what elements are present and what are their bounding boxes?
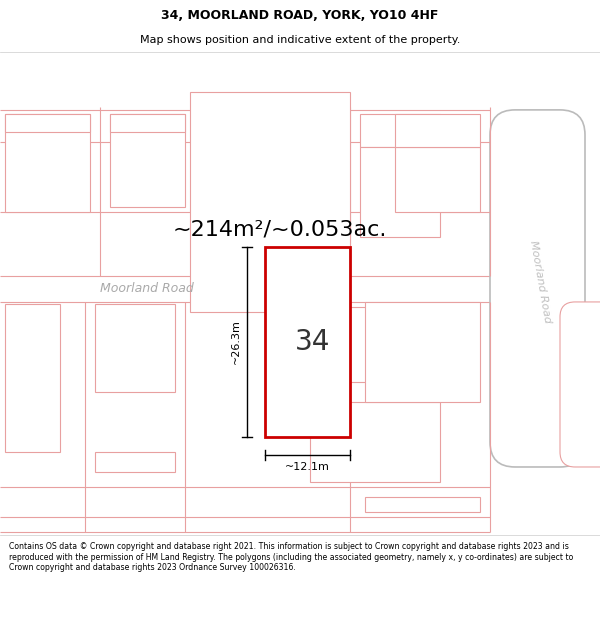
Bar [110,114,185,207]
Bar [395,114,480,147]
Text: 34, MOORLAND ROAD, YORK, YO10 4HF: 34, MOORLAND ROAD, YORK, YO10 4HF [161,9,439,22]
Text: Moorland Road: Moorland Road [100,282,194,296]
Bar [310,402,440,482]
Bar [265,247,350,437]
Text: 34: 34 [295,328,330,356]
Text: ~12.1m: ~12.1m [285,462,330,472]
Bar [5,304,60,452]
Bar [360,147,440,237]
Bar [360,114,440,147]
Bar [310,307,440,382]
Bar [225,114,305,147]
Bar [5,114,90,212]
Bar [225,147,305,212]
Bar [365,497,480,512]
FancyBboxPatch shape [560,302,600,467]
Text: Map shows position and indicative extent of the property.: Map shows position and indicative extent… [140,36,460,46]
FancyBboxPatch shape [490,110,585,467]
Bar [0,276,490,302]
Bar [110,114,185,132]
Bar [5,114,90,132]
Text: ~26.3m: ~26.3m [231,319,241,364]
Text: Moorland: Moorland [269,280,321,290]
Bar [95,452,175,472]
Text: Moorland Road: Moorland Road [528,240,552,324]
Bar [95,304,175,392]
Bar [190,92,350,312]
Text: ~214m²/~0.053ac.: ~214m²/~0.053ac. [173,220,387,240]
Bar [365,302,480,402]
Bar [395,147,480,212]
Text: Contains OS data © Crown copyright and database right 2021. This information is : Contains OS data © Crown copyright and d… [9,542,573,572]
